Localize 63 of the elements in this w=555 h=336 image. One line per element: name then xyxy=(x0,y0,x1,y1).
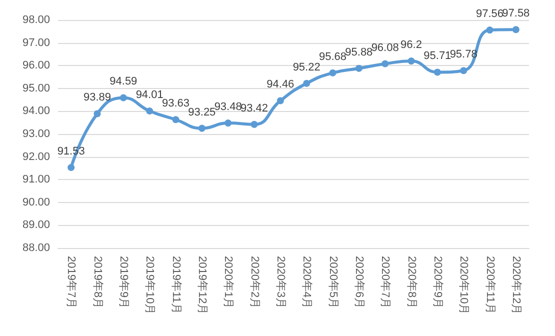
x-tick-label: 2020年4月 xyxy=(300,256,313,309)
x-tick-label: 2020年2月 xyxy=(248,256,260,309)
y-tick-label: 93.00 xyxy=(22,128,50,140)
point xyxy=(329,69,336,76)
data-label: 93.42 xyxy=(240,102,268,114)
point xyxy=(276,97,284,104)
data-label: 93.63 xyxy=(162,98,190,110)
x-tick-label: 2019年8月 xyxy=(91,256,104,309)
data-label: 94.01 xyxy=(136,88,164,101)
point xyxy=(120,94,127,102)
point xyxy=(460,67,468,74)
x-tick-label: 2020年10月 xyxy=(458,256,470,315)
x-tick-label: 2019年10月 xyxy=(144,256,156,315)
point xyxy=(408,58,415,65)
data-label: 95.68 xyxy=(318,50,347,63)
data-label: 97.58 xyxy=(502,8,530,20)
y-tick-label: 94.00 xyxy=(22,105,50,118)
point xyxy=(146,107,154,114)
x-tick-label: 2020年1月 xyxy=(222,256,234,309)
data-label: 94.46 xyxy=(266,78,294,91)
y-tick-label: 90.00 xyxy=(22,196,50,208)
x-tick-label: 2019年7月 xyxy=(65,256,78,309)
y-tick-label: 92.00 xyxy=(22,150,50,163)
x-tick-label: 2020年9月 xyxy=(431,256,444,309)
data-label: 95.22 xyxy=(292,61,320,74)
y-tick-label: 98.00 xyxy=(22,14,50,26)
data-label: 96.08 xyxy=(371,42,399,54)
data-label: 95.71 xyxy=(424,50,452,62)
x-tick-label: 2020年12月 xyxy=(510,256,522,315)
x-tick-label: 2020年8月 xyxy=(405,256,418,309)
y-tick-label: 91.00 xyxy=(22,174,50,186)
y-tick-label: 89.00 xyxy=(22,219,50,232)
data-label: 93.25 xyxy=(188,106,216,118)
y-tick-label: 88.00 xyxy=(22,242,50,254)
y-tick-label: 95.00 xyxy=(22,82,50,94)
point xyxy=(512,26,520,34)
point xyxy=(382,60,389,68)
point xyxy=(303,80,310,87)
data-label: 95.88 xyxy=(345,46,373,58)
point xyxy=(172,116,180,124)
x-tick-label: 2020年6月 xyxy=(352,256,365,309)
x-tick-label: 2020年11月 xyxy=(484,256,496,314)
y-tick-label: 97.00 xyxy=(22,36,50,49)
point xyxy=(250,120,258,128)
data-label: 96.2 xyxy=(400,39,422,52)
x-tick-label: 2019年12月 xyxy=(196,256,208,315)
point xyxy=(486,26,494,34)
point xyxy=(68,164,75,172)
data-label: 94.59 xyxy=(110,76,138,88)
data-label: 97.56 xyxy=(476,8,504,20)
data-label: 93.48 xyxy=(214,101,242,114)
point xyxy=(198,124,206,132)
point xyxy=(434,68,441,76)
x-tick-label: 2020年7月 xyxy=(379,256,392,309)
x-tick-label: 2020年5月 xyxy=(326,256,339,309)
point xyxy=(355,64,362,72)
x-tick-label: 2020年3月 xyxy=(274,256,286,309)
y-tick-label: 96.00 xyxy=(22,60,50,72)
x-tick-label: 2019年9月 xyxy=(117,256,130,309)
data-label: 93.89 xyxy=(83,92,112,104)
point xyxy=(224,120,232,127)
x-tick-label: 2019年11月 xyxy=(170,256,182,314)
point xyxy=(94,110,101,118)
